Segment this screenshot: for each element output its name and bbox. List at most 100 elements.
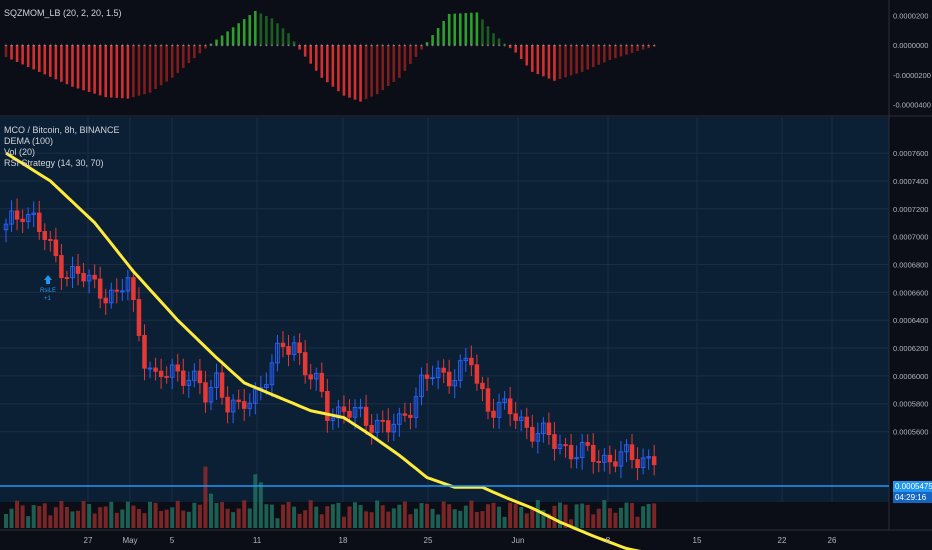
candle-body — [624, 444, 629, 453]
momentum-bar — [514, 45, 517, 53]
candle-body — [103, 297, 108, 304]
volume-bar — [87, 503, 92, 528]
candle-body — [97, 278, 103, 299]
time-tick-label: 5 — [170, 536, 175, 545]
squeeze-dot: + — [165, 43, 168, 49]
momentum-bar — [71, 45, 74, 87]
momentum-bar — [215, 39, 218, 46]
main-legend[interactable]: MCO / Bitcoin, 8h, BINANCE DEMA (100) Vo… — [4, 125, 120, 169]
candle-body — [136, 299, 142, 336]
momentum-bar — [49, 45, 52, 77]
study-label-rsi[interactable]: RSI Strategy (14, 30, 70) — [4, 158, 104, 168]
squeeze-dot: + — [536, 43, 539, 49]
candle-body — [386, 420, 391, 433]
volume-bar — [652, 503, 657, 528]
candle-body — [397, 413, 402, 425]
study-label-dema[interactable]: DEMA (100) — [4, 136, 54, 146]
candle-body — [363, 406, 369, 426]
candle-body — [319, 372, 325, 392]
candle-body — [9, 210, 14, 225]
volume-bar — [42, 503, 47, 528]
momentum-bar — [364, 45, 368, 100]
volume-bar — [292, 506, 297, 528]
volume-bar — [31, 505, 36, 528]
time-tick-label: Jun — [512, 536, 525, 545]
squeeze-dot: + — [392, 43, 395, 49]
volume-bar — [4, 514, 8, 528]
volume-bar — [64, 506, 69, 528]
momentum-bar — [109, 45, 113, 98]
volume-bar — [436, 514, 441, 528]
candle-body — [203, 382, 208, 403]
volume-bar — [607, 508, 612, 528]
squeeze-dot: + — [337, 43, 340, 49]
momentum-bar — [447, 13, 451, 46]
momentum-bar — [32, 45, 35, 70]
squeeze-dot: + — [10, 43, 13, 49]
momentum-bar — [121, 45, 124, 99]
momentum-bar — [603, 45, 606, 63]
volume-bar — [159, 511, 164, 528]
momentum-bar — [470, 12, 473, 46]
volume-bar — [469, 500, 474, 528]
candle-body — [109, 289, 114, 304]
momentum-bar — [398, 45, 401, 78]
volume-bar — [170, 507, 175, 528]
candle-body — [369, 424, 374, 433]
squeeze-dot: + — [398, 43, 401, 49]
candle-body — [574, 457, 579, 460]
candle-body — [70, 266, 75, 279]
candle-body — [313, 372, 319, 380]
volume-bar — [413, 508, 418, 528]
momentum-bar — [15, 45, 19, 62]
grid-layer — [0, 117, 889, 502]
squeeze-dot: + — [487, 43, 490, 49]
volume-bar — [574, 504, 579, 528]
candle-body — [530, 426, 535, 442]
squeeze-dot: + — [65, 43, 68, 49]
candle-body — [186, 379, 192, 386]
volume-bar — [197, 504, 202, 528]
price-tick-label: 0.0006000 — [893, 372, 928, 381]
squeeze-dot: + — [77, 43, 80, 49]
momentum-bar — [231, 27, 235, 46]
candle-body — [86, 274, 92, 282]
squeeze-dot: + — [459, 43, 462, 49]
momentum-bar — [26, 45, 30, 67]
candle-body — [413, 396, 419, 418]
indicator-legend[interactable]: SQZMOM_LB (20, 2, 20, 1.5) — [4, 8, 122, 19]
study-label-vol[interactable]: Vol (20) — [4, 147, 36, 157]
squeeze-dot: + — [154, 43, 157, 49]
squeeze-dot: + — [265, 43, 268, 49]
candle-body — [3, 223, 9, 231]
momentum-bar — [614, 45, 617, 59]
volume-bar — [508, 502, 513, 528]
momentum-bar — [425, 42, 429, 46]
candle-body — [153, 367, 158, 372]
squeeze-dot: + — [453, 43, 456, 49]
candle-body — [585, 442, 590, 446]
volume-bar — [53, 507, 58, 528]
candle-body — [225, 396, 230, 413]
squeeze-dot: + — [304, 43, 307, 49]
momentum-bar — [553, 45, 556, 81]
indicator-title: SQZMOM_LB (20, 2, 20, 1.5) — [4, 8, 122, 18]
volume-bar — [9, 508, 14, 528]
candle-body — [192, 370, 197, 381]
volume-bar — [402, 501, 407, 528]
squeeze-dot: + — [420, 43, 423, 49]
squeeze-dot: + — [21, 43, 24, 49]
momentum-bar — [630, 45, 634, 53]
momentum-histogram: + + + + + + + + + + + + + + + + + + + + + + + + + + + + + + + + + + + + + + + +… — [5, 10, 656, 102]
candle-body — [518, 416, 524, 421]
momentum-bar — [558, 45, 562, 80]
momentum-tick-label: 0.0000000 — [893, 41, 928, 50]
squeeze-dot: + — [376, 43, 379, 49]
candle-body — [241, 401, 247, 409]
candle-body — [169, 364, 175, 378]
momentum-bar — [287, 33, 290, 46]
squeeze-dot: + — [653, 43, 656, 49]
momentum-bar — [348, 45, 351, 98]
squeeze-dot: + — [531, 43, 534, 49]
volume-bar — [114, 512, 119, 528]
